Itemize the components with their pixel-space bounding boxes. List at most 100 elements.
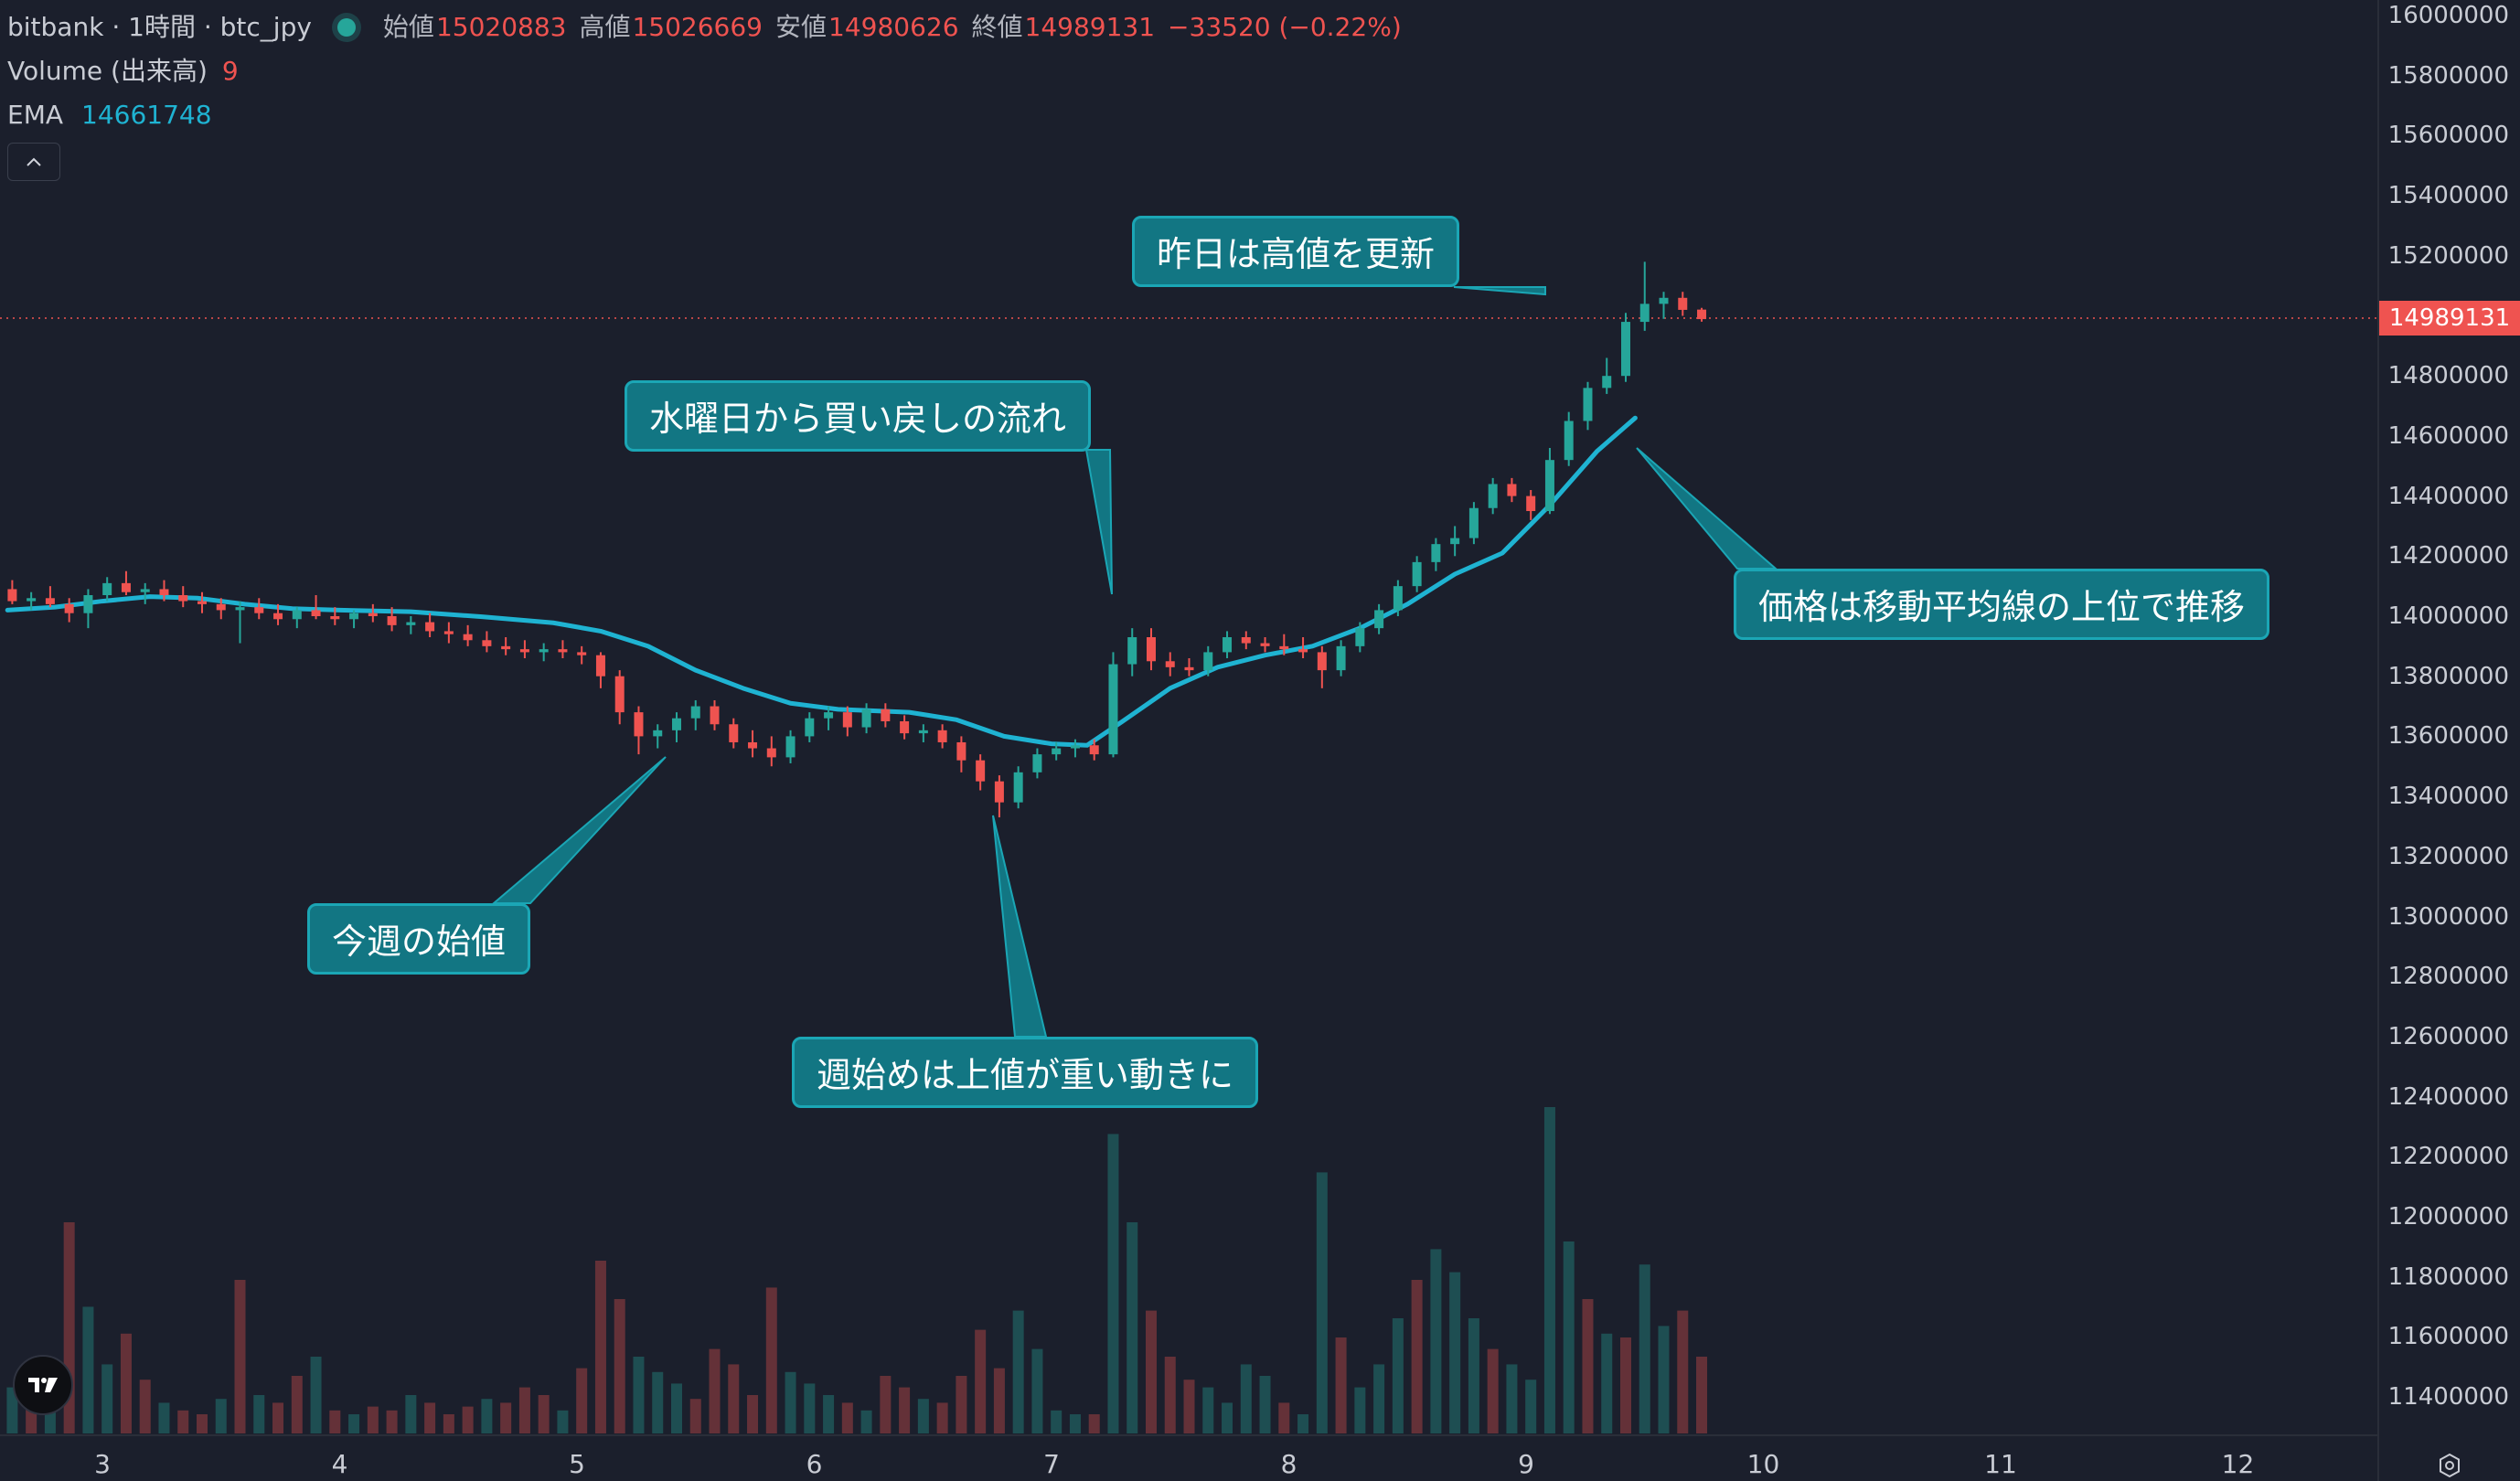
- volume-bar: [1543, 1107, 1555, 1433]
- candle-body: [1355, 628, 1365, 646]
- volume-bar: [1601, 1333, 1613, 1433]
- candle-body: [785, 736, 796, 758]
- volume-bar: [1506, 1364, 1518, 1433]
- callout-above-ma[interactable]: 価格は移動平均線の上位で推移: [1734, 569, 2270, 640]
- volume-bar: [443, 1414, 454, 1433]
- volume-bar: [1297, 1414, 1309, 1433]
- volume-bar: [367, 1406, 379, 1433]
- candle-body: [1620, 322, 1630, 377]
- candle-body: [1052, 748, 1062, 755]
- volume-bar: [1183, 1380, 1195, 1433]
- price-axis-label: 11800000: [2387, 1263, 2509, 1291]
- volume-bar: [1411, 1280, 1423, 1433]
- callout-yesterday-high[interactable]: 昨日は高値を更新: [1132, 216, 1460, 287]
- candle-body: [463, 634, 473, 641]
- header-row: bitbank · 1時間 · btc_jpy 始値 15020883 高値 1…: [7, 5, 1415, 49]
- price-axis-label: 12600000: [2387, 1022, 2509, 1050]
- volume-bar: [462, 1406, 474, 1433]
- time-axis-label: 8: [1280, 1449, 1297, 1479]
- candle-body: [766, 748, 776, 758]
- candle-body: [83, 595, 93, 613]
- tradingview-logo-icon[interactable]: [13, 1355, 73, 1415]
- volume-bar: [1051, 1410, 1062, 1433]
- ema-label[interactable]: EMA: [7, 100, 64, 130]
- candle-body: [1564, 421, 1574, 461]
- candle-body: [1583, 388, 1593, 421]
- candle-body: [273, 613, 283, 620]
- volume-bar: [1677, 1310, 1689, 1433]
- candle-body: [1298, 649, 1308, 653]
- candle-body: [1241, 636, 1251, 644]
- candle-body: [1602, 376, 1612, 389]
- callout-pointer: [1453, 286, 1546, 296]
- candle-body: [558, 649, 568, 653]
- volume-bar: [386, 1410, 398, 1433]
- low-value: 14980626: [828, 12, 959, 42]
- candle-body: [178, 595, 188, 602]
- market-status-icon: [336, 18, 356, 37]
- candle-body: [27, 598, 37, 602]
- price-axis-label: 14600000: [2387, 421, 2509, 450]
- candle-body: [349, 613, 359, 620]
- volume-bar: [1259, 1376, 1271, 1433]
- candle-body: [7, 589, 17, 602]
- callout-pointer: [992, 815, 1048, 1038]
- volume-label[interactable]: Volume (出来高): [7, 56, 208, 86]
- candle-body: [1108, 664, 1118, 755]
- volume-bar: [348, 1414, 360, 1433]
- ema-row: EMA 14661748: [7, 93, 1415, 137]
- settings-icon[interactable]: [2436, 1452, 2463, 1479]
- time-axis-label: 12: [2221, 1449, 2255, 1479]
- volume-bar: [405, 1395, 417, 1433]
- volume-bar: [234, 1280, 246, 1433]
- volume-bar: [975, 1329, 987, 1433]
- volume-bar: [652, 1371, 664, 1433]
- symbol-title[interactable]: bitbank · 1時間 · btc_jpy: [7, 12, 312, 42]
- volume-bar: [424, 1402, 436, 1433]
- price-axis-label: 14800000: [2387, 362, 2509, 390]
- callout-pointer: [1084, 449, 1113, 595]
- callout-weekly-open[interactable]: 今週の始値: [307, 903, 531, 975]
- collapse-legend-button[interactable]: [7, 143, 60, 181]
- volume-bar: [841, 1402, 853, 1433]
- candle-body: [1639, 304, 1650, 323]
- volume-bar: [1658, 1326, 1670, 1433]
- ema-value: 14661748: [81, 100, 212, 130]
- candle-body: [1659, 297, 1669, 304]
- price-axis-label: 12800000: [2387, 963, 2509, 991]
- volume-bar: [936, 1402, 948, 1433]
- time-axis-label: 6: [806, 1449, 823, 1479]
- candle-body: [197, 601, 207, 604]
- price-axis-label: 12000000: [2387, 1203, 2509, 1231]
- candle-body: [1165, 661, 1175, 667]
- price-axis-label: 12400000: [2387, 1082, 2509, 1111]
- price-axis-label: 12200000: [2387, 1143, 2509, 1171]
- candle-body: [842, 712, 852, 728]
- candle-body: [1412, 561, 1422, 587]
- volume-bar: [1696, 1357, 1708, 1433]
- candle-body: [1279, 645, 1289, 650]
- high-label: 高値: [579, 12, 631, 42]
- callout-heavy-upside[interactable]: 週始めは上値が重い動きに: [792, 1037, 1259, 1108]
- volume-bar: [1069, 1414, 1081, 1433]
- callout-wednesday-rebound[interactable]: 水曜日から買い戻しの流れ: [625, 380, 1092, 452]
- candle-body: [501, 645, 511, 650]
- time-axis-label: 10: [1746, 1449, 1780, 1479]
- volume-bar: [993, 1368, 1005, 1433]
- candle-body: [216, 603, 226, 611]
- candle-body: [406, 622, 416, 625]
- volume-bar: [1145, 1310, 1157, 1433]
- candle-body: [690, 706, 700, 719]
- volume-bar: [689, 1399, 701, 1433]
- volume-bar: [291, 1376, 303, 1433]
- candle-body: [976, 760, 986, 782]
- candle-body: [292, 610, 302, 620]
- candle-body: [539, 649, 549, 653]
- candle-body: [1146, 636, 1156, 662]
- volume-bar: [709, 1348, 721, 1433]
- volume-bar: [329, 1410, 341, 1433]
- volume-bar: [538, 1395, 550, 1433]
- volume-bar: [1373, 1364, 1385, 1433]
- volume-bar: [594, 1261, 606, 1433]
